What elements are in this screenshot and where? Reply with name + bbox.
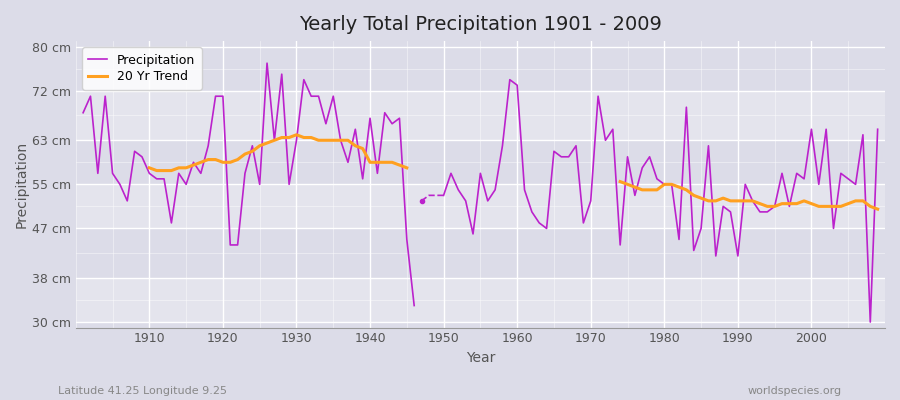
Bar	[76, 184, 885, 228]
Precipitation	[306, 94, 317, 99]
20 Yr Trend	[379, 160, 390, 165]
20 Yr Trend	[181, 166, 192, 170]
Precipitation	[247, 143, 257, 148]
Precipitation	[401, 237, 412, 242]
Precipitation	[151, 176, 162, 181]
20 Yr Trend	[284, 135, 294, 140]
Precipitation	[232, 242, 243, 247]
20 Yr Trend	[232, 157, 243, 162]
Precipitation	[320, 121, 331, 126]
20 Yr Trend	[255, 143, 266, 148]
Text: Latitude 41.25 Longitude 9.25: Latitude 41.25 Longitude 9.25	[58, 386, 228, 396]
Precipitation	[195, 171, 206, 176]
Precipitation	[284, 182, 294, 187]
20 Yr Trend	[350, 143, 361, 148]
20 Yr Trend	[144, 166, 155, 170]
Precipitation	[409, 303, 419, 308]
Precipitation	[158, 176, 169, 181]
Line: Precipitation: Precipitation	[83, 63, 414, 306]
20 Yr Trend	[320, 138, 331, 143]
20 Yr Trend	[276, 135, 287, 140]
Precipitation	[77, 110, 88, 115]
Precipitation	[107, 171, 118, 176]
Precipitation	[276, 72, 287, 76]
Text: worldspecies.org: worldspecies.org	[747, 386, 842, 396]
20 Yr Trend	[262, 141, 273, 146]
20 Yr Trend	[188, 163, 199, 168]
20 Yr Trend	[218, 160, 229, 165]
Precipitation	[255, 182, 266, 187]
Precipitation	[210, 94, 220, 99]
20 Yr Trend	[291, 132, 302, 137]
20 Yr Trend	[387, 160, 398, 165]
20 Yr Trend	[306, 135, 317, 140]
20 Yr Trend	[166, 168, 176, 173]
20 Yr Trend	[335, 138, 346, 143]
20 Yr Trend	[210, 157, 220, 162]
Precipitation	[299, 77, 310, 82]
20 Yr Trend	[225, 160, 236, 165]
20 Yr Trend	[247, 149, 257, 154]
Precipitation	[225, 242, 236, 247]
Precipitation	[144, 171, 155, 176]
20 Yr Trend	[158, 168, 169, 173]
Precipitation	[166, 220, 176, 225]
Precipitation	[364, 116, 375, 121]
Y-axis label: Precipitation: Precipitation	[15, 141, 29, 228]
Precipitation	[86, 94, 96, 99]
20 Yr Trend	[239, 152, 250, 156]
Precipitation	[93, 171, 104, 176]
Legend: Precipitation, 20 Yr Trend: Precipitation, 20 Yr Trend	[82, 47, 202, 90]
Line: 20 Yr Trend: 20 Yr Trend	[149, 135, 407, 170]
Precipitation	[188, 160, 199, 165]
Precipitation	[335, 138, 346, 143]
Title: Yearly Total Precipitation 1901 - 2009: Yearly Total Precipitation 1901 - 2009	[299, 15, 662, 34]
Precipitation	[122, 198, 132, 203]
20 Yr Trend	[328, 138, 338, 143]
Precipitation	[357, 176, 368, 181]
20 Yr Trend	[269, 138, 280, 143]
Precipitation	[239, 171, 250, 176]
Precipitation	[387, 121, 398, 126]
Precipitation	[218, 94, 229, 99]
20 Yr Trend	[364, 160, 375, 165]
Precipitation	[313, 94, 324, 99]
20 Yr Trend	[195, 160, 206, 165]
20 Yr Trend	[343, 138, 354, 143]
Precipitation	[100, 94, 111, 99]
20 Yr Trend	[313, 138, 324, 143]
Precipitation	[114, 182, 125, 187]
Precipitation	[181, 182, 192, 187]
20 Yr Trend	[151, 168, 162, 173]
20 Yr Trend	[394, 163, 405, 168]
Precipitation	[372, 171, 382, 176]
20 Yr Trend	[357, 146, 368, 151]
Precipitation	[394, 116, 405, 121]
Precipitation	[130, 149, 140, 154]
20 Yr Trend	[299, 135, 310, 140]
Precipitation	[262, 61, 273, 66]
Precipitation	[137, 154, 148, 159]
Bar	[76, 91, 885, 140]
Bar	[76, 278, 885, 322]
20 Yr Trend	[202, 157, 213, 162]
X-axis label: Year: Year	[465, 351, 495, 365]
20 Yr Trend	[401, 166, 412, 170]
20 Yr Trend	[174, 166, 184, 170]
Precipitation	[174, 171, 184, 176]
Precipitation	[343, 160, 354, 165]
Precipitation	[328, 94, 338, 99]
Precipitation	[202, 143, 213, 148]
Precipitation	[291, 138, 302, 143]
Precipitation	[350, 127, 361, 132]
Precipitation	[379, 110, 390, 115]
Precipitation	[269, 138, 280, 143]
20 Yr Trend	[372, 160, 382, 165]
